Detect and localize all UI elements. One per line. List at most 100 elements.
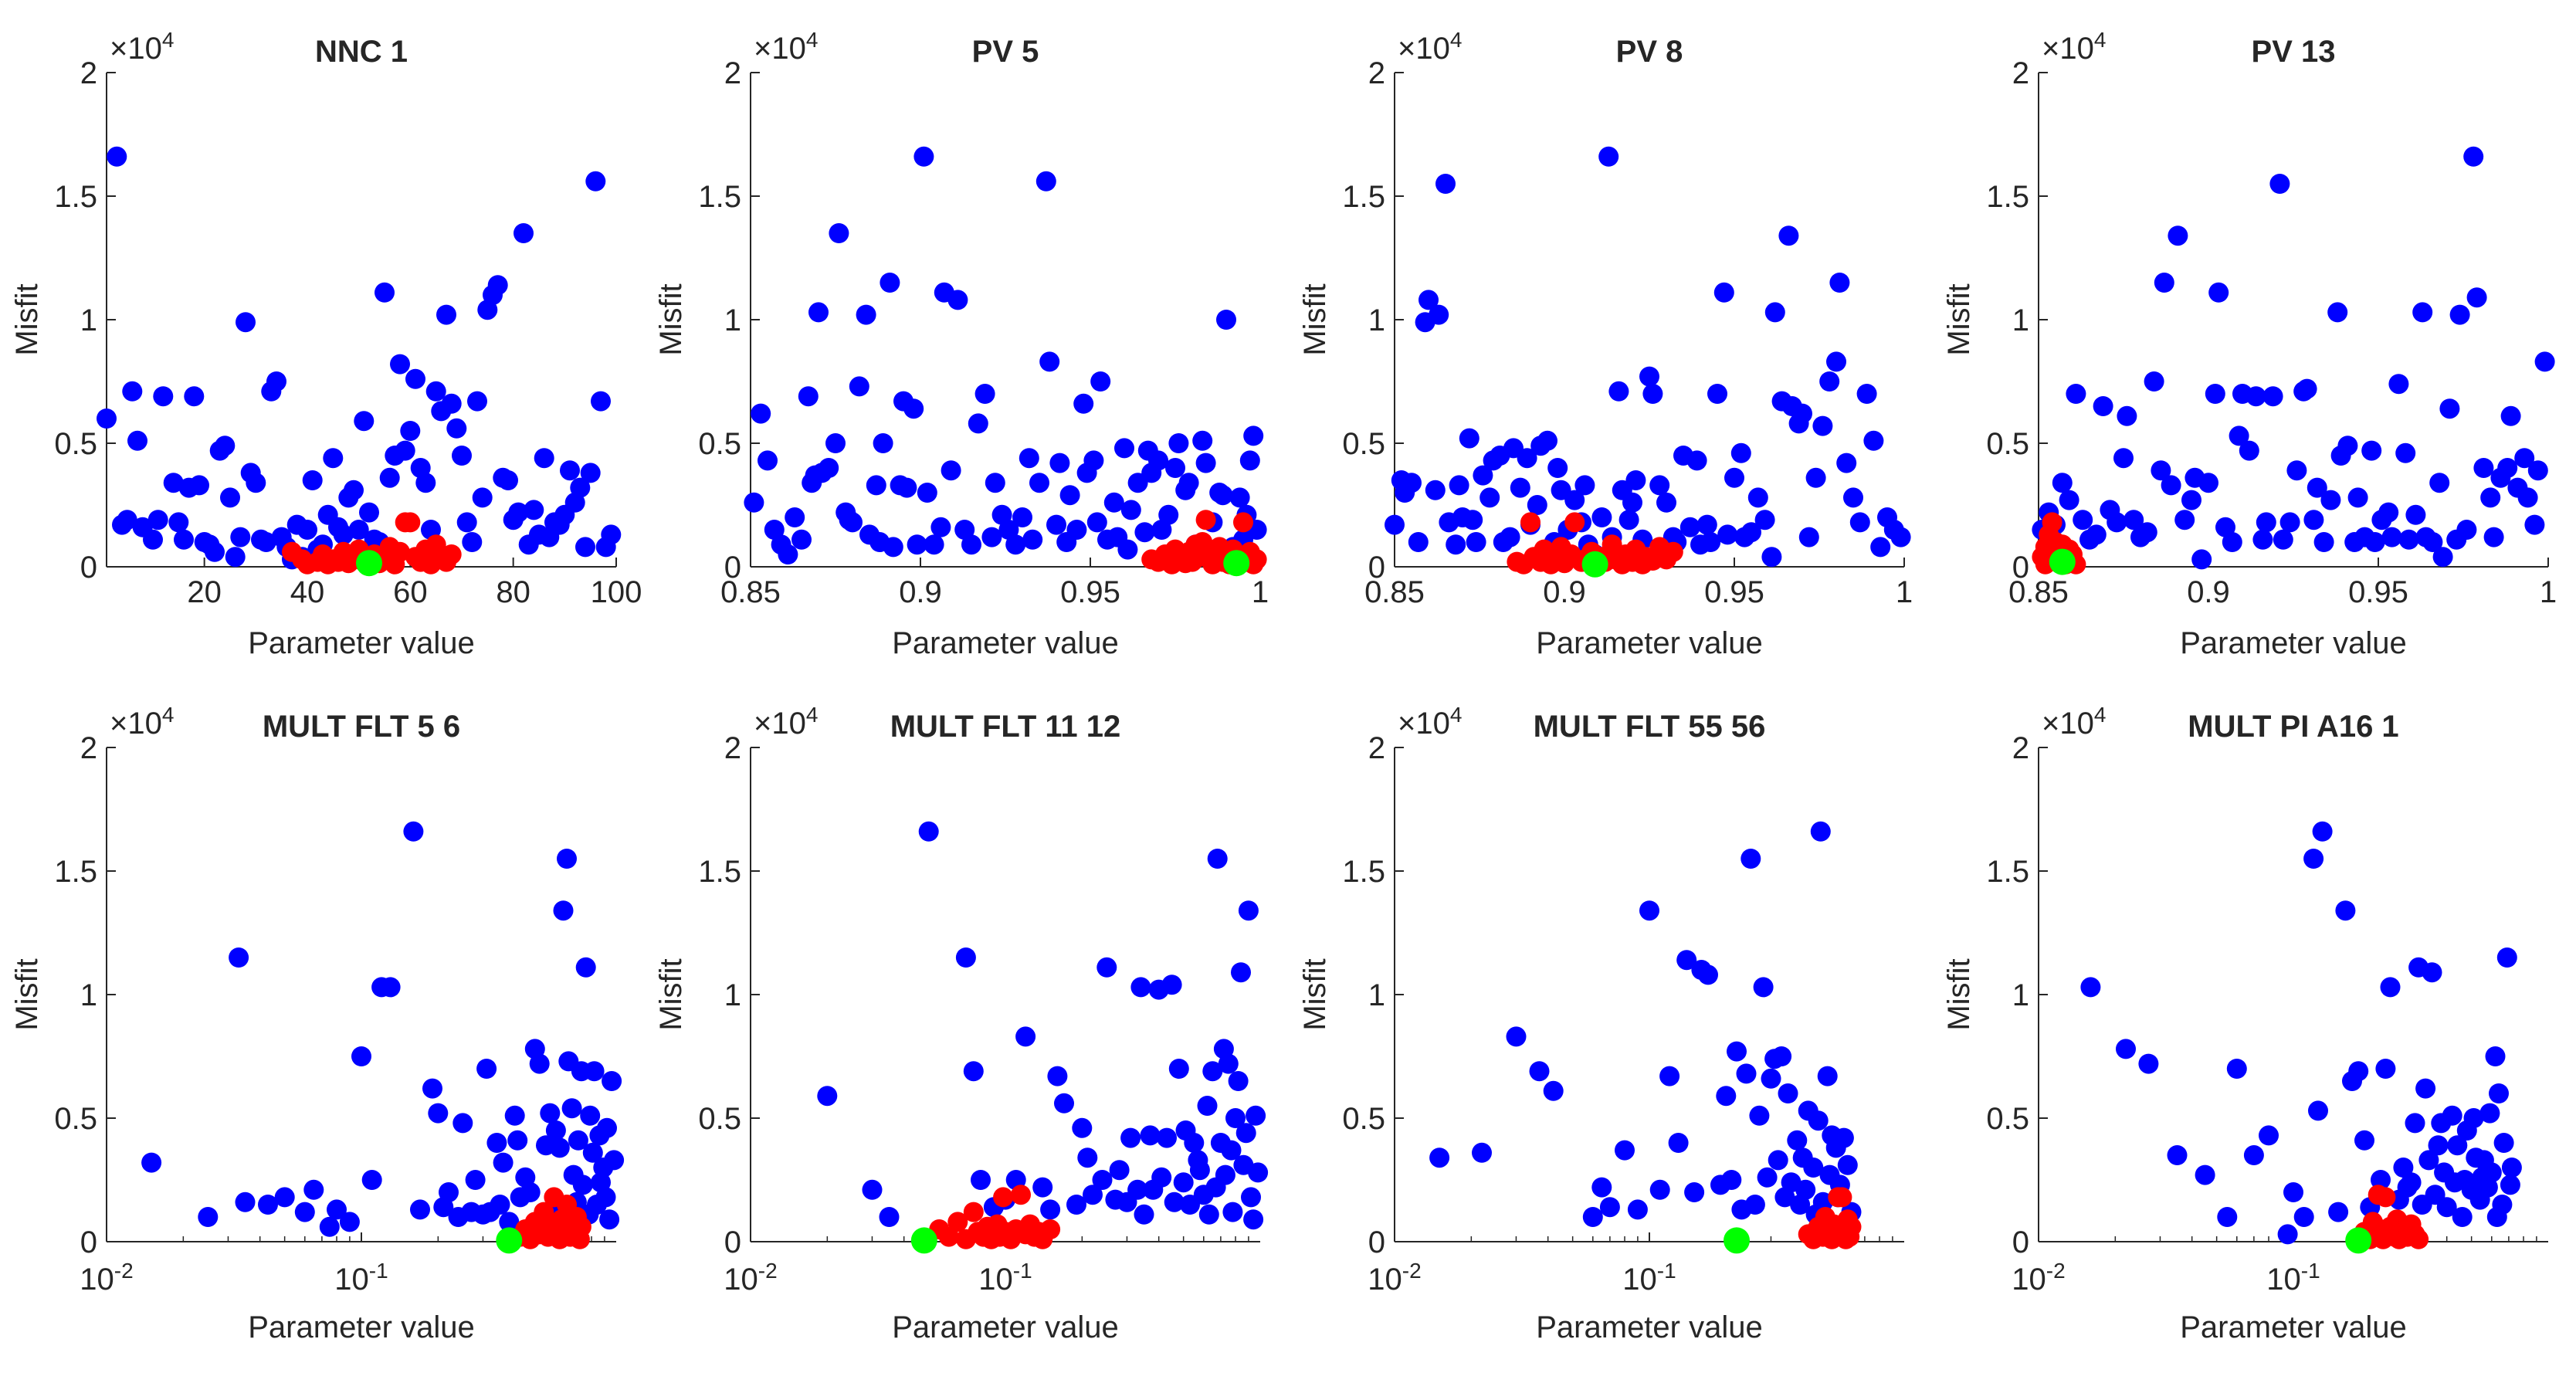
y-tick-label: 2: [1368, 56, 1385, 90]
x-tick-label: 10-1: [334, 1259, 388, 1297]
sample-point: [1164, 1191, 1185, 1212]
sample-point: [1778, 1083, 1798, 1103]
sample-point: [493, 1152, 514, 1173]
sample-point: [1849, 512, 1870, 533]
sample-point: [1795, 1179, 1816, 1200]
subplot: 0 0.5 1 1.5 2 0.85 0.9 0.95 1 ×104 PV 13 Parameter …: [1942, 28, 2557, 661]
sample-point: [499, 1212, 520, 1232]
sample-point: [1459, 428, 1480, 449]
sample-point: [2492, 1195, 2513, 1215]
sample-point: [963, 1061, 984, 1082]
sample-point: [354, 411, 375, 432]
y-multiplier-label: ×104: [1398, 28, 1462, 66]
sample-point: [319, 1216, 340, 1237]
y-tick-label: 0: [2012, 1225, 2029, 1259]
sample-point: [582, 1142, 603, 1163]
sample-point: [1639, 366, 1659, 387]
x-tick-label: 10-2: [724, 1259, 777, 1297]
sample-point: [1679, 517, 1700, 537]
sample-point: [2371, 1170, 2391, 1190]
sample-point: [2303, 510, 2324, 530]
sample-point: [1730, 442, 1751, 463]
sample-point: [1429, 1147, 1450, 1168]
sample-point: [2116, 1039, 2136, 1059]
sample-point: [947, 290, 968, 310]
sample-point: [476, 1059, 497, 1079]
sample-point: [184, 386, 205, 407]
sample-point: [1178, 473, 1199, 493]
sample-point: [1114, 438, 1134, 459]
sample-point: [2479, 1103, 2500, 1124]
y-tick-label: 1.5: [1986, 855, 2029, 889]
sample-point: [2497, 458, 2518, 478]
sample-point: [2252, 529, 2273, 550]
sample-point: [1197, 1096, 1218, 1116]
x-tick-label: 10-2: [2012, 1259, 2065, 1297]
sample-point: [415, 473, 436, 493]
x-tick-label: 0.95: [1060, 575, 1120, 609]
sample-point: [1812, 415, 1833, 436]
sample-point: [1768, 1150, 1788, 1171]
sample-point: [2463, 146, 2484, 167]
best-point: [2345, 1227, 2372, 1254]
sample-point: [758, 450, 778, 471]
sample-point: [379, 467, 400, 488]
sample-point: [1103, 492, 1124, 513]
sample-point: [1408, 532, 1429, 552]
sample-point: [498, 470, 518, 490]
subplot: 0 0.5 1 1.5 2 10-2 10-1 ×104 MULT FLT 55 56 Param…: [1298, 703, 1904, 1344]
sample-point: [903, 398, 924, 419]
sample-point: [487, 275, 508, 296]
sample-point: [1130, 977, 1151, 998]
sample-point: [985, 473, 1005, 493]
sample-point: [1248, 1162, 1269, 1183]
sample-point: [1449, 475, 1469, 496]
sample-point: [917, 483, 937, 503]
sample-point: [428, 1103, 449, 1124]
sample-point: [174, 529, 194, 550]
x-tick-label: 0.9: [1543, 575, 1586, 609]
sample-point: [2154, 273, 2174, 293]
sample-point: [1778, 225, 1799, 246]
sample-point: [1656, 492, 1676, 513]
x-tick-label: 1: [1896, 575, 1913, 609]
y-multiplier-label: ×104: [2042, 703, 2106, 741]
x-axis-label: Parameter value: [1536, 626, 1762, 660]
y-tick-label: 1.5: [54, 855, 97, 889]
sample-point: [1716, 1086, 1737, 1107]
sample-point: [1837, 1154, 1858, 1175]
sample-point: [229, 947, 249, 968]
y-tick-label: 1.5: [1986, 180, 2029, 214]
sample-point: [1184, 1133, 1205, 1153]
sample-point: [2500, 1175, 2520, 1195]
sample-point: [2124, 510, 2144, 530]
sample-point: [1625, 470, 1646, 490]
sample-point: [1727, 1041, 1747, 1062]
y-tick-label: 1: [2012, 978, 2029, 1012]
sample-point: [467, 391, 487, 412]
sample-point: [2398, 529, 2419, 550]
y-multiplier-label: ×104: [1398, 703, 1462, 741]
sample-point: [2226, 1059, 2247, 1079]
sample-point: [2059, 490, 2079, 510]
sample-point: [390, 354, 410, 375]
sample-point: [580, 463, 601, 483]
y-tick-label: 0: [1368, 1225, 1385, 1259]
accepted-point: [993, 1187, 1014, 1208]
sample-point: [2093, 396, 2113, 416]
sample-point: [1686, 450, 1707, 471]
sample-point: [602, 1071, 622, 1091]
sample-point: [189, 475, 209, 496]
sample-point: [1015, 1026, 1036, 1047]
accepted-point: [1246, 549, 1267, 570]
sample-point: [1747, 487, 1768, 508]
sample-point: [1591, 1177, 1612, 1198]
sample-point: [1659, 1066, 1680, 1086]
sample-point: [2452, 1207, 2473, 1227]
sample-point: [2481, 1162, 2502, 1183]
sample-point: [1207, 849, 1228, 869]
sample-point: [778, 544, 798, 564]
sample-point: [1510, 477, 1530, 498]
sample-point: [842, 512, 863, 533]
